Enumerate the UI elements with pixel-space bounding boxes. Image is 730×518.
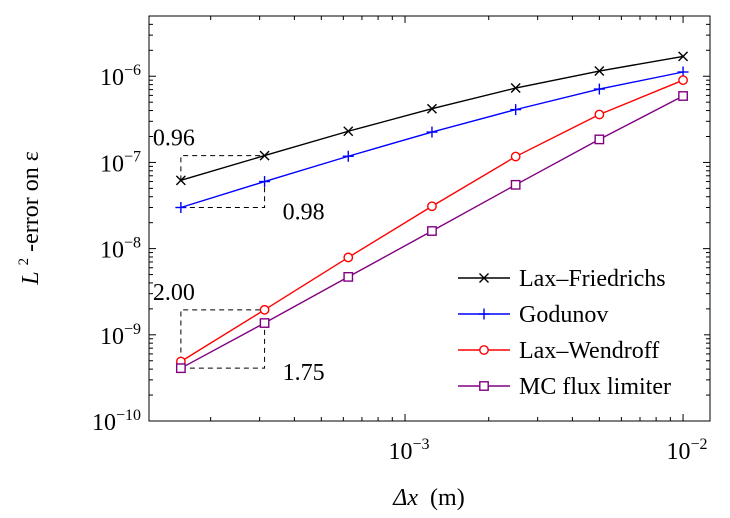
legend-box xyxy=(448,258,704,414)
slope-triangles: 0.96 0.98 2.00 1.75 xyxy=(153,126,325,387)
marker-x xyxy=(426,103,437,114)
y-tick-label: 10−8 xyxy=(100,235,141,264)
legend-item: Godunov xyxy=(458,302,608,328)
slope-label: 2.00 xyxy=(153,280,195,306)
marker-square xyxy=(594,134,605,145)
marker-x xyxy=(510,83,521,94)
slope-label: 1.75 xyxy=(283,360,325,386)
legend-label: MC flux limiter xyxy=(519,374,671,400)
series-group xyxy=(175,51,689,374)
legend-item: Lax–Wendroff xyxy=(458,338,659,364)
legend-item: MC flux limiter xyxy=(458,374,671,400)
legend-item: Lax–Friedrichs xyxy=(458,266,666,292)
marker-circle xyxy=(510,151,521,162)
series-line xyxy=(180,71,684,209)
marker-circle xyxy=(343,252,354,263)
slope-triangle xyxy=(180,323,266,369)
y-tick-label: 10−9 xyxy=(100,321,141,350)
marker-x xyxy=(594,66,605,77)
plot-frame xyxy=(148,15,711,422)
marker-x xyxy=(479,273,489,283)
marker-x xyxy=(678,51,689,62)
legend-label: Godunov xyxy=(519,302,608,328)
series-x xyxy=(175,51,689,186)
x-tick-label: 10−2 xyxy=(667,436,708,465)
marker-square xyxy=(479,381,489,391)
tick-labels: 10−3 10−2 10−10 10−9 10−8 10−7 10−6 xyxy=(92,62,708,465)
marker-circle xyxy=(479,345,489,355)
series-plus xyxy=(175,66,689,213)
legend-label: Lax–Wendroff xyxy=(519,338,659,364)
marker-square xyxy=(175,363,186,374)
y-axis-text: -error on ε xyxy=(18,151,44,252)
minor-ticks xyxy=(149,15,710,421)
series-line xyxy=(180,55,684,181)
marker-square xyxy=(259,318,270,328)
x-axis-symbol: Δx xyxy=(392,485,418,511)
marker-square xyxy=(510,179,521,190)
major-ticks xyxy=(149,16,710,422)
marker-x xyxy=(259,150,270,161)
y-axis-sup: 2 xyxy=(16,258,32,266)
slope-label: 0.96 xyxy=(153,126,195,152)
marker-circle xyxy=(678,75,688,86)
marker-circle xyxy=(427,201,437,212)
legend: Lax–Friedrichs Godunov Lax–Wendroff MC flux… xyxy=(448,258,704,414)
marker-x xyxy=(343,126,354,137)
slope-triangle xyxy=(180,181,266,208)
x-tick-label: 10−3 xyxy=(389,436,430,465)
slope-label: 0.98 xyxy=(283,199,325,225)
marker-circle xyxy=(594,109,605,120)
marker-circle xyxy=(259,304,270,315)
marker-square xyxy=(678,91,688,101)
y-tick-label: 10−7 xyxy=(100,148,141,177)
y-tick-label: 10−10 xyxy=(92,407,141,436)
y-axis-symbol: L xyxy=(18,271,44,285)
marker-square xyxy=(343,271,354,282)
marker-square xyxy=(427,226,437,236)
x-axis-label: Δx (m) xyxy=(392,485,464,511)
y-axis-label: L 2 -error on ε xyxy=(8,151,44,286)
x-axis-unit: (m) xyxy=(430,485,465,511)
y-tick-label: 10−6 xyxy=(100,62,141,91)
legend-label: Lax–Friedrichs xyxy=(519,266,666,292)
series-square xyxy=(175,91,688,374)
marker-x xyxy=(175,175,186,186)
